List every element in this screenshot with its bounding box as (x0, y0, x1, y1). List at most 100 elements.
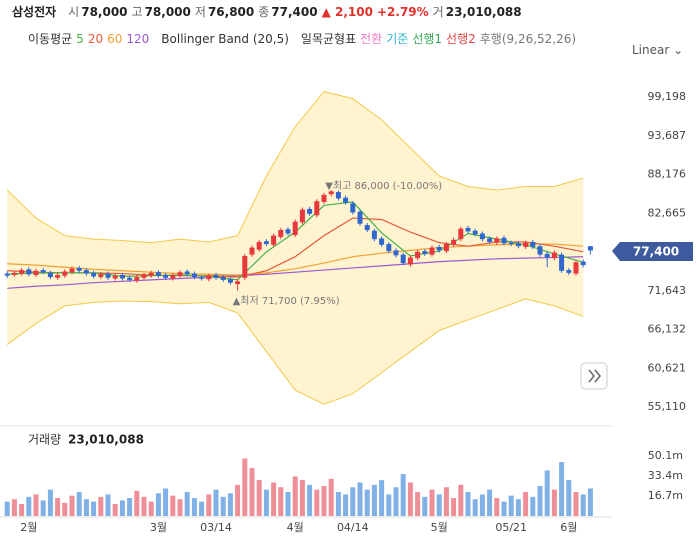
volume-bar (400, 474, 406, 516)
volume-bar (141, 496, 147, 516)
high-annotation: ▼최고 86,000 (-10.00%) (325, 180, 442, 192)
x-tick-label: 2월 (20, 521, 37, 534)
volume-bar (551, 489, 557, 516)
x-tick-label: 4월 (287, 521, 304, 534)
candle-body (436, 246, 442, 251)
candle-body (148, 272, 154, 276)
volume-bar (91, 501, 97, 516)
volume-bar (321, 486, 327, 516)
candle-body (566, 270, 572, 273)
volume-bar (19, 504, 25, 516)
volume-bar (299, 480, 305, 516)
volume-bar (566, 480, 572, 516)
volume-bar (386, 494, 392, 516)
legend-item: 선행1 (412, 32, 443, 46)
candle-body (364, 225, 370, 231)
candle-body (537, 246, 543, 255)
candle-body (227, 279, 233, 283)
candle-body (206, 275, 212, 280)
candle-body (573, 262, 579, 274)
candle-body (69, 268, 75, 273)
candle-body (523, 242, 529, 247)
candle-body (544, 253, 550, 258)
candle-body (170, 274, 176, 279)
scroll-icon[interactable] (588, 369, 601, 383)
candle-body (429, 247, 435, 255)
volume-bar (278, 487, 284, 516)
moving-average (7, 217, 584, 278)
volume-bar (177, 499, 183, 516)
vl: 78,000 (81, 5, 128, 19)
x-tick-label: 3월 (150, 521, 167, 534)
volume-title: 거래량 (28, 433, 61, 447)
candle-body (292, 221, 298, 235)
volume-bar (307, 484, 313, 516)
volume-bar (508, 495, 514, 516)
candle-body (285, 229, 291, 234)
moving-average (7, 243, 584, 276)
candle-body (83, 270, 89, 274)
volume-bar (213, 489, 219, 516)
lb: 종 (258, 5, 270, 19)
volume-bar (530, 496, 536, 516)
vl: 77,400 (271, 5, 318, 19)
lb: 고 (131, 5, 143, 19)
y-tick-label: 71,643 (648, 284, 687, 297)
legend-item: 선행2 (446, 32, 476, 46)
volume-bar (220, 496, 226, 516)
legend-title: 일목균형표 (300, 32, 357, 46)
volume-bar (105, 494, 111, 516)
band-line (6, 298, 584, 405)
candle-body (235, 281, 241, 285)
candle-body (184, 271, 190, 275)
volume-bar (249, 468, 255, 516)
candle-body (393, 250, 399, 256)
candle-body (400, 254, 406, 264)
candle-body (451, 239, 457, 245)
candle-body (33, 270, 39, 275)
indicator-legend: 이동평균 5 20 60 120 Bollinger Band (20,5) 일목균형표 전환… (28, 30, 580, 47)
candle-body (415, 251, 421, 259)
y-tick-label: 99,198 (648, 90, 687, 103)
volume-bar (112, 504, 118, 516)
volume-bar (148, 501, 154, 516)
candle-body (559, 254, 565, 271)
volume-bar (98, 496, 104, 516)
volume-bar (11, 499, 17, 516)
candle-body (494, 238, 500, 243)
volume-bar (314, 489, 320, 516)
scale-menu[interactable]: Linear ⌄ (632, 43, 684, 57)
y-tick-label: 82,665 (648, 206, 687, 219)
candle-body (508, 242, 514, 245)
candle-body (134, 277, 140, 281)
nm: 삼성전자 (12, 5, 57, 19)
volume-bar (335, 492, 341, 516)
volume-bar (429, 489, 435, 516)
volume-bar (328, 478, 334, 516)
candle-body (299, 209, 305, 223)
candle-body (40, 270, 46, 273)
candle-body (91, 272, 97, 277)
candle-body (242, 256, 248, 278)
vl: 76,800 (207, 5, 255, 19)
candle-body (551, 252, 557, 259)
volume-bar (580, 494, 586, 516)
scale-label[interactable]: Linear (632, 43, 670, 57)
legend-title: 이동평균 (28, 32, 73, 46)
candle-body (105, 273, 111, 278)
candle-body (328, 191, 334, 195)
volume-bar (494, 498, 500, 516)
volume-bar (515, 499, 521, 516)
legend-item: 기준 (386, 32, 409, 46)
candle-body (307, 208, 313, 214)
legend-item: 20 (87, 32, 104, 46)
volume-bar (33, 494, 39, 516)
volume-bar (379, 480, 385, 516)
volume-bar (119, 500, 125, 516)
volume-bar (55, 498, 61, 516)
candle-body (371, 230, 377, 240)
candle-body (386, 244, 392, 252)
volume-bar (479, 494, 485, 516)
x-tick-label: 04/14 (337, 521, 369, 534)
